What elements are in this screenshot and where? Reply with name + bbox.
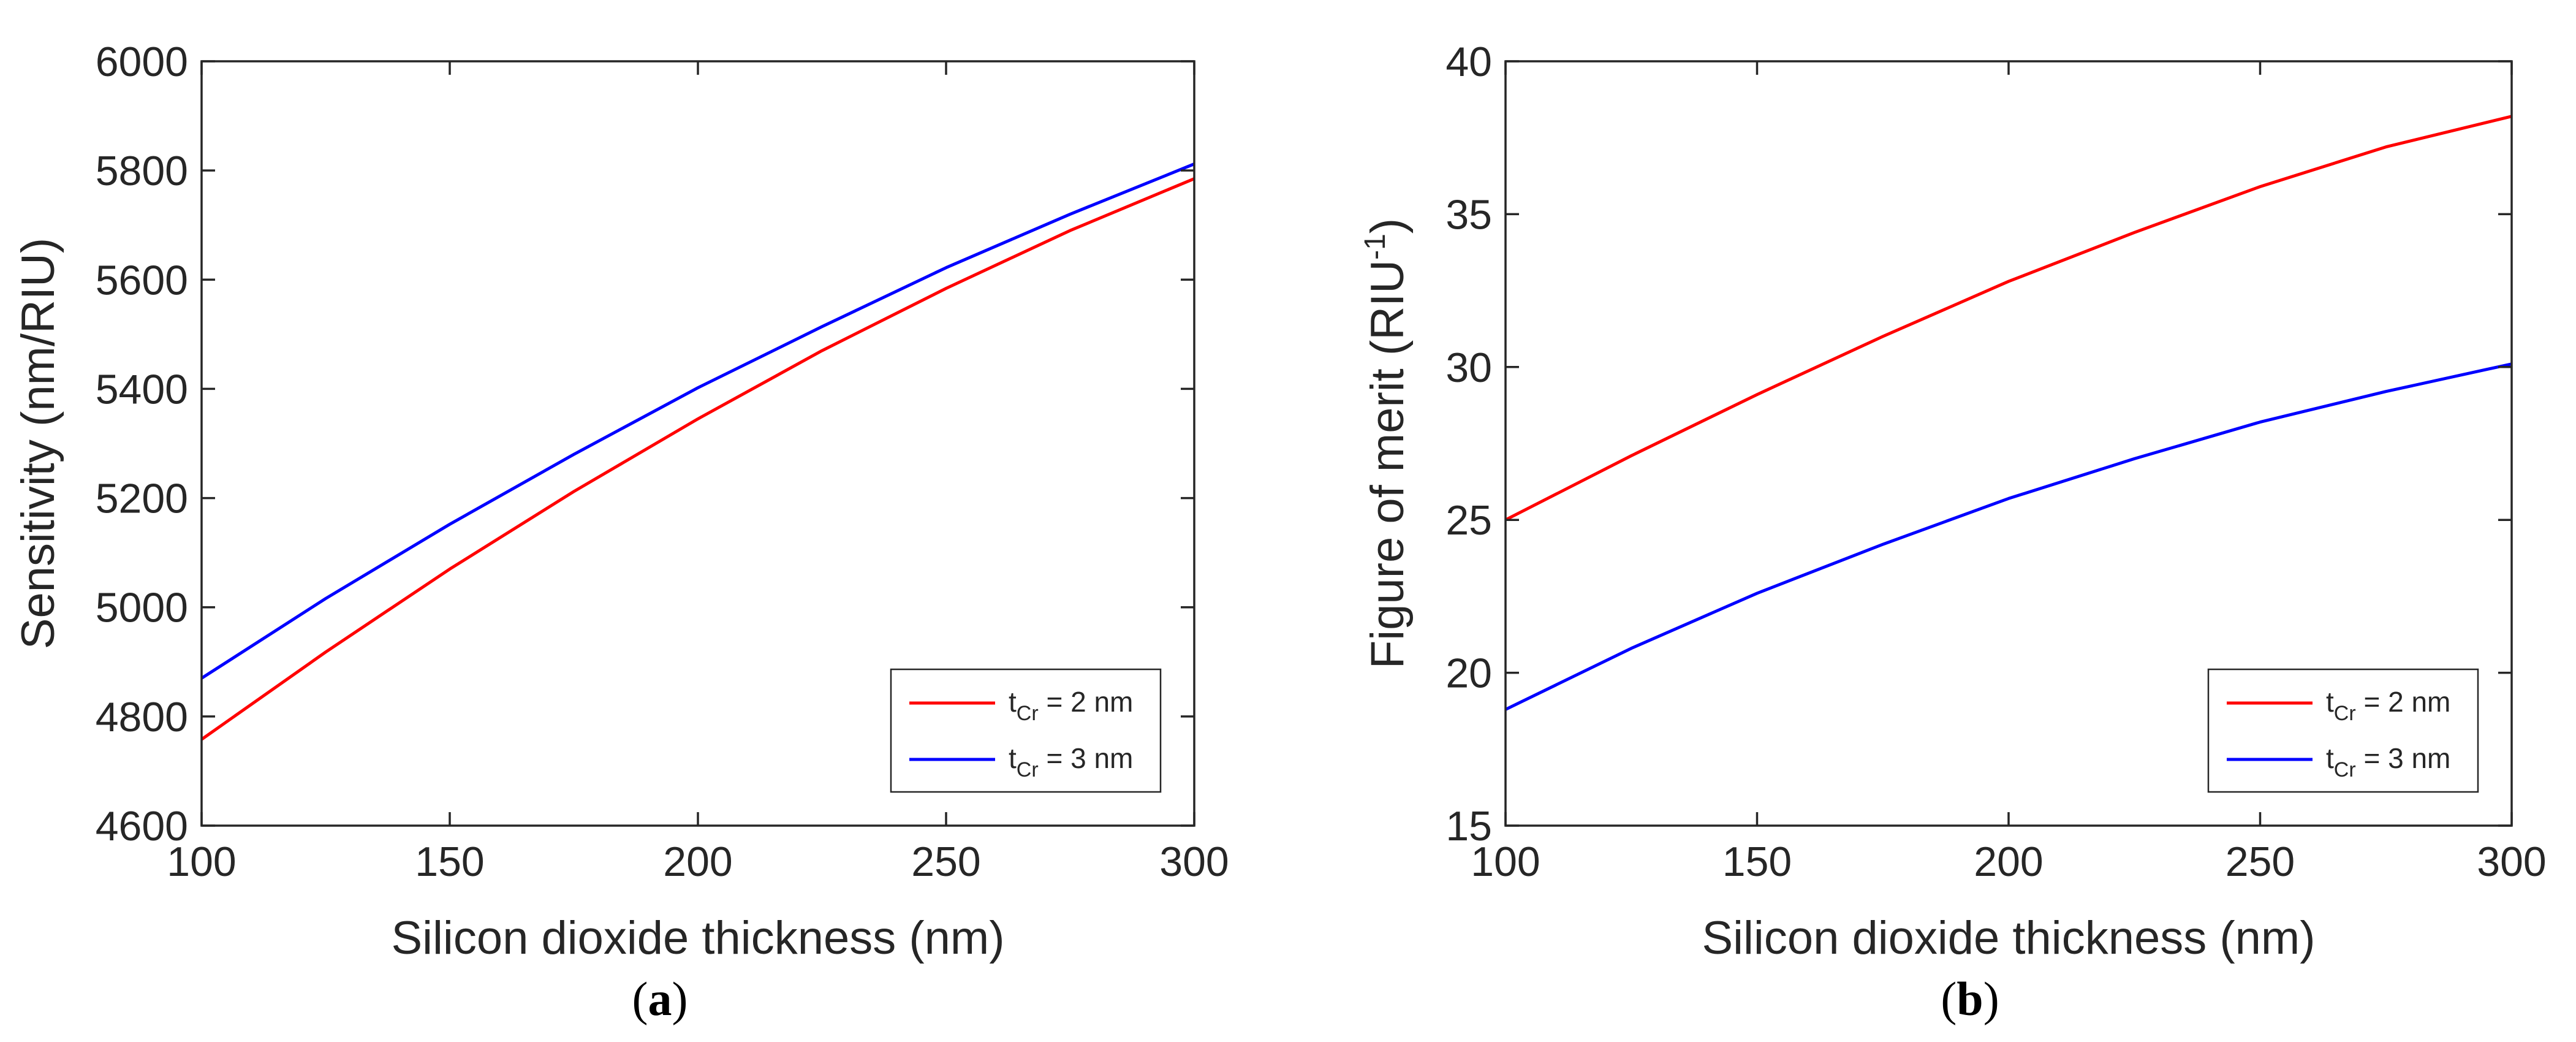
y-axis-label: Figure of merit (RIU-1) <box>1359 218 1414 669</box>
legend-label-sub: Cr <box>2334 702 2356 725</box>
x-tick-label: 150 <box>1722 839 1792 885</box>
x-tick-label: 250 <box>911 839 980 885</box>
chart-panel-b: 100 150 200 250 300 15 20 25 30 35 40 Silicon dioxi… <box>1359 39 2547 1025</box>
y-axis-label-close: ) <box>1362 218 1414 234</box>
y-tick-label: 5000 <box>96 585 188 631</box>
legend-label-rest: = 3 nm <box>2356 742 2451 774</box>
legend-label-1: tCr = 2 nm <box>1009 686 1133 725</box>
y-tick-label: 6000 <box>96 39 188 85</box>
x-tick-label: 300 <box>2477 839 2546 885</box>
legend-label-sub: Cr <box>1017 758 1039 782</box>
x-tick-label: 100 <box>167 839 236 885</box>
panel-label-letter: a <box>648 972 672 1025</box>
legend-label-sub: Cr <box>2334 758 2356 782</box>
legend-label-rest: = 2 nm <box>1039 686 1134 718</box>
chart-panel-a: 100 150 200 250 300 4600 4800 5000 5200 5400 5600 5… <box>12 39 1229 1025</box>
panel-label-close: ) <box>672 972 688 1025</box>
series-group <box>1506 115 2512 711</box>
series-line-2 <box>1506 362 2512 711</box>
series-line-2 <box>202 162 1194 680</box>
y-tick-label: 25 <box>1445 497 1492 544</box>
y-tick-label: 30 <box>1445 344 1492 391</box>
legend-label-2: tCr = 3 nm <box>1009 742 1133 782</box>
panel-label-open: ( <box>1941 972 1957 1025</box>
panel-label-open: ( <box>632 972 648 1025</box>
x-tick-label: 200 <box>663 839 732 885</box>
y-tick-label: 5200 <box>96 476 188 522</box>
y-tick-label: 4800 <box>96 694 188 740</box>
y-tick-label: 4600 <box>96 803 188 850</box>
y-axis-label-main: Figure of merit (RIU <box>1362 260 1414 669</box>
panel-label-letter: b <box>1957 972 1983 1025</box>
y-axis-label: Sensitivity (nm/RIU) <box>12 238 64 649</box>
y-tick-label: 40 <box>1445 39 1492 85</box>
series-line-1 <box>202 177 1194 741</box>
y-tick-label: 20 <box>1445 650 1492 697</box>
x-tick-label: 250 <box>2226 839 2295 885</box>
legend-label-1: tCr = 2 nm <box>2326 686 2450 725</box>
y-tick-label: 15 <box>1445 803 1492 850</box>
x-tick-label: 150 <box>415 839 484 885</box>
legend-label-sub: Cr <box>1017 702 1039 725</box>
panel-label: (b) <box>1941 972 1999 1025</box>
series-line-1 <box>1506 115 2512 522</box>
legend-box <box>890 668 1162 793</box>
legend-label-rest: = 3 nm <box>1039 742 1134 774</box>
series-group <box>202 162 1194 741</box>
x-tick-label: 100 <box>1471 839 1540 885</box>
legend-box <box>2207 668 2479 793</box>
legend-label-2: tCr = 3 nm <box>2326 742 2450 782</box>
legend-label-main: t <box>2326 742 2334 774</box>
legend-label-rest: = 2 nm <box>2356 686 2451 718</box>
y-tick-label: 5400 <box>96 366 188 413</box>
x-axis-label: Silicon dioxide thickness (nm) <box>1702 912 2315 964</box>
legend-label-main: t <box>1009 742 1017 774</box>
y-tick-label: 5600 <box>96 257 188 303</box>
legend-label-main: t <box>1009 686 1017 718</box>
x-tick-label: 300 <box>1159 839 1229 885</box>
x-axis-label: Silicon dioxide thickness (nm) <box>391 912 1004 964</box>
y-tick-label: 5800 <box>96 148 188 194</box>
y-axis-label-sup: -1 <box>1359 234 1392 260</box>
legend-label-main: t <box>2326 686 2334 718</box>
x-tick-label: 200 <box>1974 839 2043 885</box>
panel-label: (a) <box>632 972 688 1025</box>
y-tick-label: 35 <box>1445 191 1492 238</box>
panel-label-close: ) <box>1983 972 1999 1025</box>
